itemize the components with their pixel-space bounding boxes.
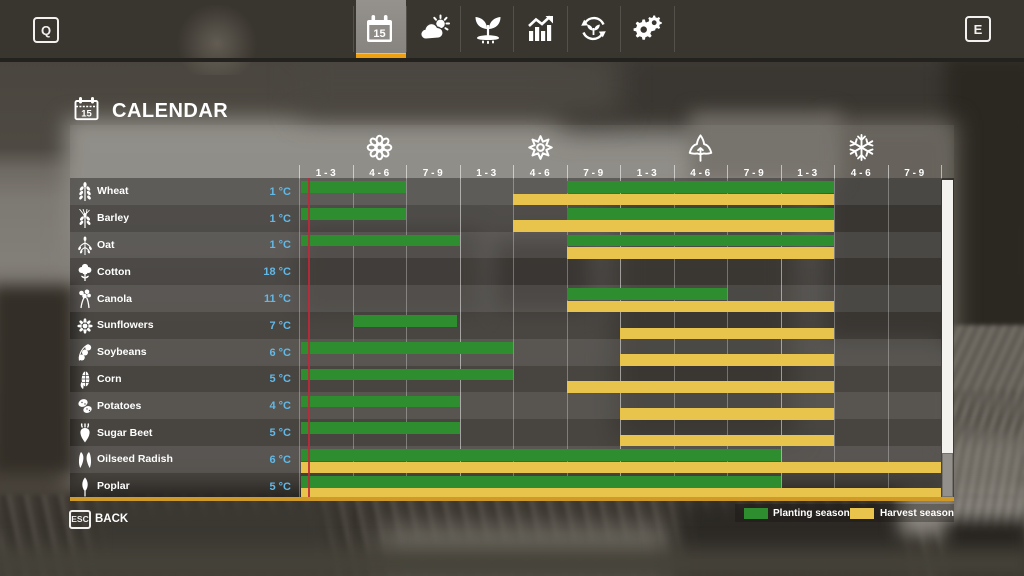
svg-text:15: 15 xyxy=(81,109,92,120)
svg-text:15: 15 xyxy=(373,28,385,40)
